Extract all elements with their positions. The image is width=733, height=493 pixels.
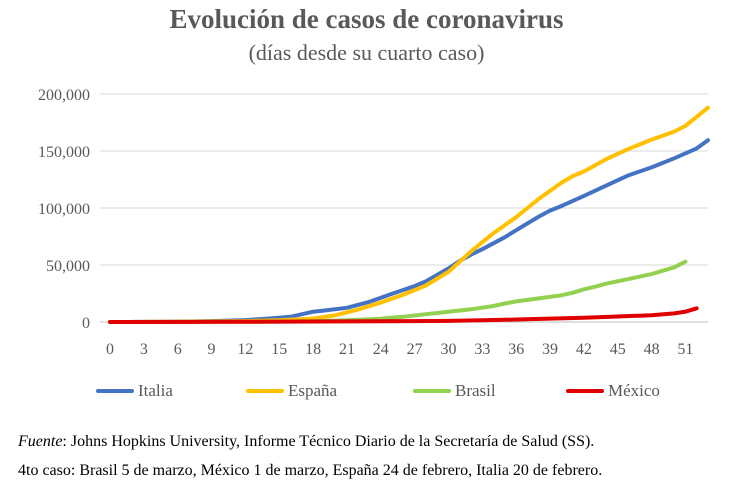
y-tick-label: 150,000 bbox=[38, 144, 90, 161]
x-tick-label: 51 bbox=[677, 341, 693, 358]
legend-swatch-italia bbox=[96, 389, 134, 393]
legend-swatch-mexico bbox=[566, 389, 604, 393]
y-tick-label: 200,000 bbox=[38, 87, 90, 104]
legend-item-brasil: Brasil bbox=[413, 381, 496, 401]
x-tick-label: 27 bbox=[407, 341, 423, 358]
x-tick-label: 33 bbox=[474, 341, 490, 358]
x-tick-label: 30 bbox=[440, 341, 456, 358]
y-tick-label: 50,000 bbox=[46, 258, 90, 275]
legend: Italia España Brasil México bbox=[0, 381, 733, 405]
source-label: Fuente bbox=[18, 433, 63, 450]
x-tick-label: 18 bbox=[305, 341, 321, 358]
source-text: : Johns Hopkins University, Informe Técn… bbox=[62, 433, 595, 450]
x-tick-label: 42 bbox=[576, 341, 592, 358]
x-tick-label: 0 bbox=[106, 341, 114, 358]
chart-title: Evolución de casos de coronavirus bbox=[169, 4, 564, 34]
series-lines bbox=[108, 105, 710, 324]
legend-label-brasil: Brasil bbox=[455, 381, 496, 400]
legend-item-espana: España bbox=[246, 381, 337, 401]
series-line-italia bbox=[108, 138, 710, 324]
gridlines bbox=[100, 93, 708, 266]
chart-subtitle: (días desde su cuarto caso) bbox=[248, 40, 485, 65]
x-tick-label: 48 bbox=[644, 341, 660, 358]
x-tick-label: 15 bbox=[271, 341, 287, 358]
y-tick-label: 0 bbox=[82, 315, 90, 332]
fourth-case-note: 4to caso: Brasil 5 de marzo, México 1 de… bbox=[18, 462, 603, 479]
legend-label-mexico: México bbox=[608, 381, 660, 400]
legend-label-italia: Italia bbox=[138, 381, 173, 400]
legend-item-italia: Italia bbox=[96, 381, 173, 401]
legend-item-mexico: México bbox=[566, 381, 660, 401]
x-tick-label: 6 bbox=[174, 341, 182, 358]
x-axis-ticks: 0 3 6 9 12 15 18 21 24 27 30 33 36 39 42 45 48 51 bbox=[106, 341, 693, 358]
legend-swatch-brasil bbox=[413, 389, 451, 393]
x-tick-label: 9 bbox=[208, 341, 216, 358]
y-axis-ticks: 0 50,000 100,000 150,000 200,000 bbox=[38, 87, 90, 332]
y-tick-label: 100,000 bbox=[38, 201, 90, 218]
legend-label-espana: España bbox=[288, 381, 338, 400]
series-line-mexico bbox=[108, 306, 699, 324]
x-tick-label: 3 bbox=[140, 341, 148, 358]
x-tick-label: 36 bbox=[508, 341, 524, 358]
x-tick-label: 39 bbox=[542, 341, 558, 358]
x-tick-label: 12 bbox=[237, 341, 253, 358]
source-note: Fuente: Johns Hopkins University, Inform… bbox=[18, 433, 594, 451]
x-tick-label: 45 bbox=[610, 341, 626, 358]
x-tick-label: 21 bbox=[339, 341, 355, 358]
x-tick-label: 24 bbox=[373, 341, 389, 358]
legend-swatch-espana bbox=[246, 389, 284, 393]
